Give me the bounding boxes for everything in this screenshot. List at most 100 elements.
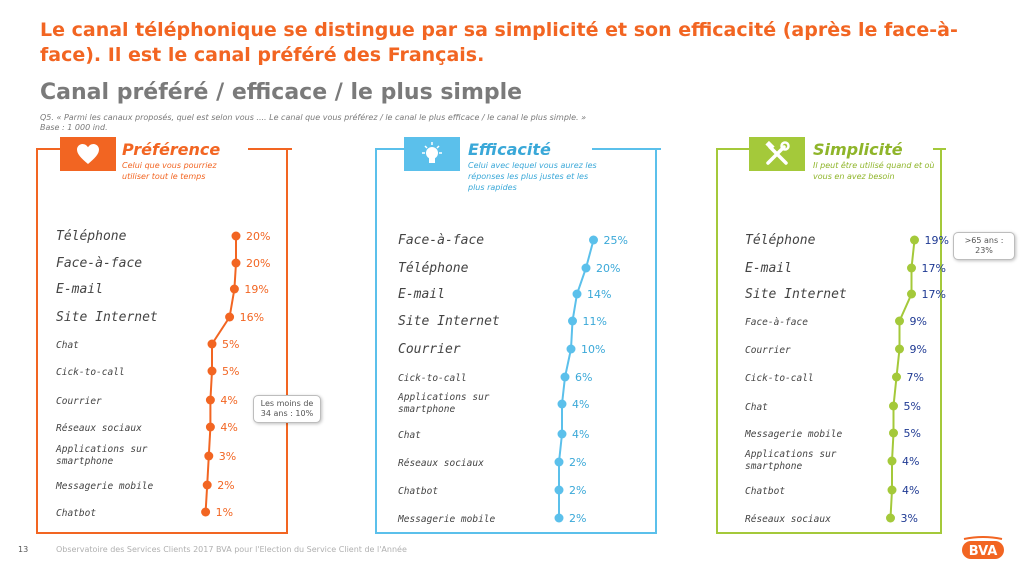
data-label: 19% [244,283,268,296]
headline: Le canal téléphonique se distingue par s… [40,19,958,66]
data-label: 16% [240,311,264,324]
data-label: 4% [220,394,237,407]
data-label: 17% [922,262,946,275]
data-point [566,344,576,354]
panel-preference [36,148,292,534]
category-label: Téléphone [745,233,816,248]
question-text: Q5. « Parmi les canaux proposés, quel es… [40,113,587,122]
category-label: Chatbot [745,486,785,497]
data-point [895,344,904,354]
data-point [554,485,564,495]
data-label: 5% [904,400,921,413]
category-label: Face-à-face [745,317,808,328]
data-label: 3% [901,512,918,525]
category-label: Réseaux sociaux [56,423,142,434]
data-point [202,480,212,490]
lightbulb-icon [404,137,460,171]
data-point [887,456,897,466]
panel-title-efficacite: Efficacité [468,140,551,159]
data-point [907,263,916,273]
data-point [889,428,898,438]
data-label: 5% [222,365,239,378]
data-label: 2% [217,479,234,492]
data-point [554,457,564,467]
category-label: Chat [398,430,421,441]
data-label: 20% [596,262,620,275]
data-label: 20% [246,257,270,270]
panel-title-preference: Préférence [122,140,221,159]
data-point [560,372,570,382]
bva-logo: BVA [962,536,1004,559]
data-point [229,284,239,294]
data-label: 17% [922,288,946,301]
data-label: 20% [246,230,270,243]
category-label: Applications sur smartphone [744,449,837,472]
data-label: 2% [569,484,586,497]
data-point [889,401,898,411]
data-point [557,399,567,409]
data-point [205,422,215,432]
panel-desc-preference: Celui que vous pourriez utiliser tout le… [122,161,217,181]
panel-desc-efficacite: Celui avec lequel vous aurez les réponse… [468,161,597,192]
category-label: Site Internet [398,314,500,329]
category-label: Applications sur smartphone [397,392,490,415]
data-point [568,316,577,326]
data-point [892,372,901,382]
data-label: 14% [587,288,611,301]
data-point [887,485,897,495]
page-subtitle: Canal préféré / efficace / le plus simpl… [40,80,523,105]
category-label: Chat [56,340,79,351]
data-label: 2% [569,456,586,469]
category-label: Courrier [398,342,461,357]
footer-text: Observatoire des Services Clients 2017 B… [56,545,407,554]
category-label: Courrier [745,345,791,356]
data-point [207,366,217,376]
data-label: 4% [902,484,919,497]
category-label: Chatbot [56,508,96,519]
data-point [907,289,916,299]
data-label: 25% [604,234,628,247]
logo-text: BVA [969,544,998,559]
data-label: 4% [572,398,589,411]
category-label: Messagerie mobile [397,514,496,525]
data-point [207,339,217,349]
category-label: Site Internet [56,310,158,325]
data-label: 19% [925,234,949,247]
data-point [231,258,241,268]
data-label: 7% [907,371,924,384]
data-point [204,451,214,461]
data-point [572,289,582,299]
data-label: 10% [581,343,605,356]
category-label: Cick-to-call [398,373,467,384]
callout-preference: Les moins de 34 ans : 10% [253,395,321,423]
data-point [205,395,215,405]
category-label: Cick-to-call [56,367,125,378]
heart-icon [60,137,116,171]
data-point [895,316,904,326]
category-label: Messagerie mobile [55,481,154,492]
callout-simplicite: >65 ans : 23% [953,232,1015,260]
category-label: Téléphone [398,261,469,276]
category-label: Téléphone [56,229,127,244]
data-point [231,231,241,241]
category-label: Chatbot [398,486,438,497]
data-label: 2% [569,512,586,525]
tools-icon [749,137,805,171]
base-text: Base : 1 000 ind. [40,123,108,132]
data-label: 9% [910,343,927,356]
data-point [910,235,919,245]
data-label: 5% [904,427,921,440]
category-label: Réseaux sociaux [745,514,831,525]
data-label: 4% [220,421,237,434]
data-label: 5% [222,338,239,351]
panel-title-simplicite: Simplicité [813,140,903,159]
data-point [554,513,564,523]
category-label: Face-à-face [398,233,484,248]
data-label: 1% [216,506,233,519]
category-label: Messagerie mobile [744,429,843,440]
category-label: Chat [745,402,768,413]
data-point [201,507,211,517]
